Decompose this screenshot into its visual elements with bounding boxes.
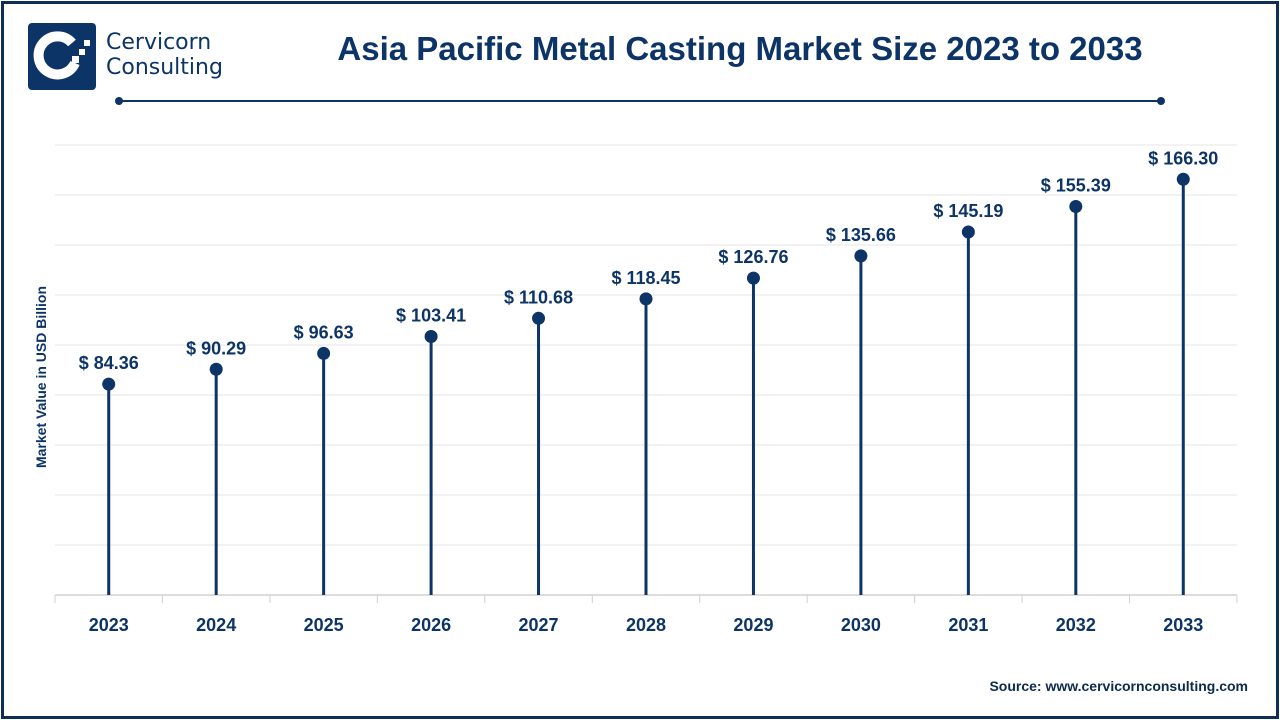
data-label: $ 84.36: [79, 353, 139, 373]
data-point: [102, 377, 116, 391]
data-point: [961, 225, 975, 239]
data-label: $ 118.45: [611, 268, 680, 288]
data-point: [854, 249, 868, 263]
title-divider: [119, 100, 1161, 102]
data-label: $ 110.68: [504, 287, 573, 307]
data-label: $ 135.66: [826, 225, 896, 245]
x-tick-label: 2032: [1056, 615, 1096, 635]
x-tick-label: 2033: [1163, 615, 1203, 635]
data-point: [532, 311, 546, 325]
source-note: Source: www.cervicornconsulting.com: [989, 678, 1248, 694]
divider-dot-left: [115, 97, 123, 105]
brand-line-2: Consulting: [106, 55, 223, 80]
data-label: $ 126.76: [718, 247, 788, 267]
data-label: $ 90.29: [186, 338, 246, 358]
divider-dot-right: [1157, 97, 1165, 105]
x-tick-label: 2027: [519, 615, 559, 635]
data-label: $ 103.41: [396, 305, 466, 325]
x-tick-label: 2028: [626, 615, 666, 635]
data-point: [1069, 200, 1083, 214]
x-tick-label: 2025: [304, 615, 344, 635]
x-tick-label: 2026: [411, 615, 451, 635]
data-label: $ 145.19: [933, 201, 1003, 221]
data-label: $ 155.39: [1041, 176, 1111, 196]
x-tick-label: 2023: [89, 615, 129, 635]
x-tick-label: 2024: [196, 615, 236, 635]
data-point: [639, 292, 653, 306]
data-point: [317, 346, 331, 360]
data-point: [424, 329, 438, 343]
cervicorn-logo-icon: [28, 23, 96, 90]
x-tick-label: 2031: [948, 615, 988, 635]
data-label: $ 96.63: [294, 322, 354, 342]
data-point: [1176, 172, 1190, 186]
brand-line-1: Cervicorn: [106, 30, 212, 55]
brand-name: Cervicorn Consulting: [106, 30, 223, 80]
page-title: Asia Pacific Metal Casting Market Size 2…: [337, 30, 1143, 67]
data-point: [209, 362, 223, 376]
data-point: [746, 271, 760, 285]
y-axis-label: Market Value in USD Billion: [33, 286, 49, 468]
x-tick-label: 2030: [841, 615, 881, 635]
x-tick-label: 2029: [733, 615, 773, 635]
data-label: $ 166.30: [1148, 148, 1218, 168]
